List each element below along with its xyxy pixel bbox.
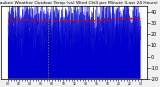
Title: Milwaukee Weather Outdoor Temp (vs) Wind Chill per Minute (Last 24 Hours): Milwaukee Weather Outdoor Temp (vs) Wind…	[0, 1, 158, 5]
